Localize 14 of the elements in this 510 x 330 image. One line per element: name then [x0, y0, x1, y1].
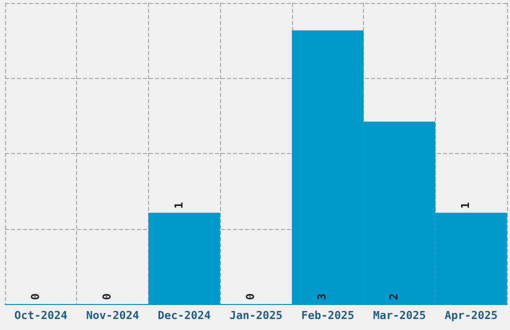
data-label: 0 — [28, 293, 42, 300]
x-tick-label: Oct-2024 — [14, 309, 68, 322]
x-tick-label: Feb-2025 — [301, 309, 354, 322]
data-label: 0 — [244, 293, 257, 300]
data-label: 1 — [459, 202, 472, 209]
x-tick-label: Nov-2024 — [86, 309, 140, 322]
x-tick-label: Apr-2025 — [444, 309, 498, 322]
x-tick-label: Dec-2024 — [158, 309, 212, 322]
data-label: 2 — [387, 293, 400, 300]
data-label: 0 — [100, 293, 114, 300]
x-tick-label: Mar-2025 — [372, 309, 426, 322]
x-tick-label: Jan-2025 — [230, 309, 282, 322]
data-label: 3 — [316, 293, 329, 300]
data-label: 1 — [172, 202, 186, 209]
